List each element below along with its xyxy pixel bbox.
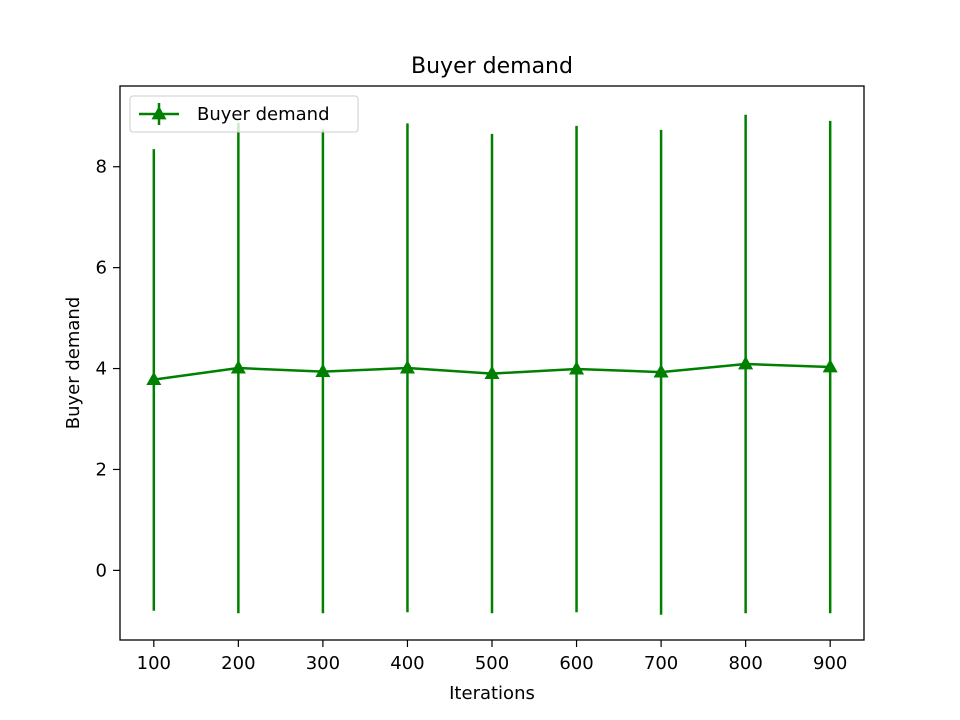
legend: Buyer demand <box>129 95 359 133</box>
x-tick-label: 800 <box>728 653 762 674</box>
data-point <box>146 371 162 386</box>
data-point <box>569 361 585 375</box>
data-layer <box>146 114 838 615</box>
x-tick-label: 500 <box>475 653 509 674</box>
y-tick-label: 6 <box>96 258 107 279</box>
data-point <box>822 359 838 373</box>
x-axis: 100 200 300 400 500 600 700 800 900 <box>137 640 847 674</box>
y-tick-label: 2 <box>96 459 107 480</box>
data-point <box>315 363 331 377</box>
legend-label: Buyer demand <box>197 104 330 125</box>
y-axis: 0 2 4 6 8 <box>96 157 120 581</box>
data-point <box>738 355 754 370</box>
data-point <box>653 364 669 378</box>
y-tick-label: 4 <box>96 359 107 380</box>
x-tick-label: 100 <box>137 653 171 674</box>
x-tick-label: 300 <box>306 653 340 674</box>
legend-marker <box>151 105 167 120</box>
y-axis-label: Buyer demand <box>63 297 84 430</box>
chart-title: Buyer demand <box>411 54 573 79</box>
x-tick-label: 700 <box>644 653 678 674</box>
y-tick-label: 8 <box>96 157 107 178</box>
x-tick-label: 600 <box>559 653 593 674</box>
x-tick-label: 400 <box>390 653 424 674</box>
x-tick-label: 900 <box>813 653 847 674</box>
plot-area <box>119 85 865 641</box>
legend-box <box>129 95 359 133</box>
data-point <box>484 365 500 379</box>
data-point <box>230 360 246 374</box>
x-tick-label: 200 <box>221 653 255 674</box>
x-axis-label: Iterations <box>449 683 535 704</box>
data-point <box>399 360 415 374</box>
y-tick-label: 0 <box>96 560 107 581</box>
